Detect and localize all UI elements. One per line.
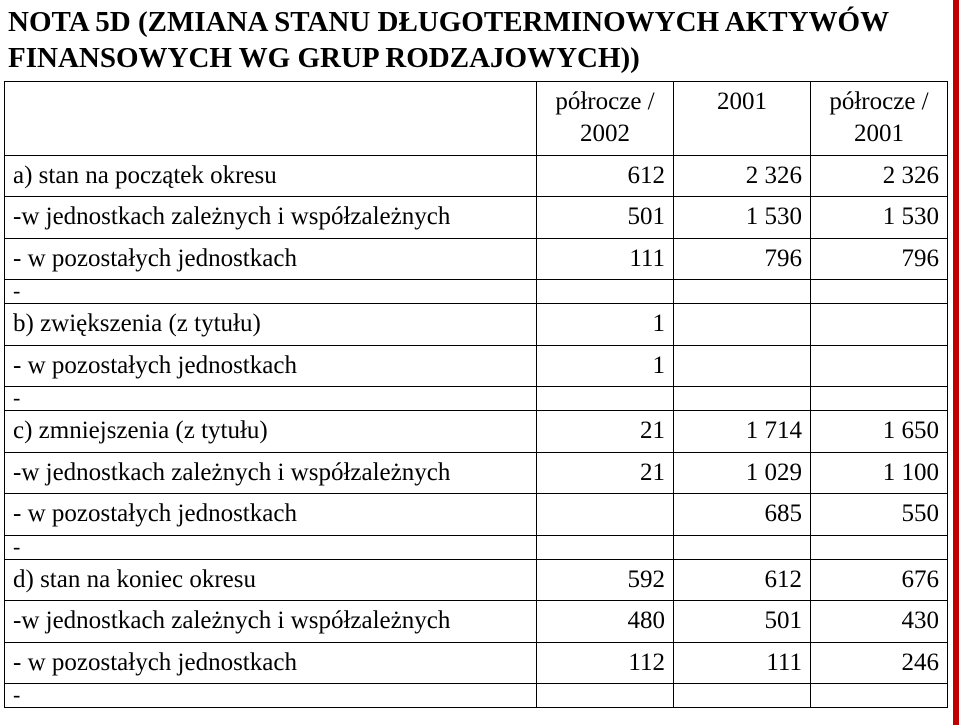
data-table: półrocze / 2002 2001 półrocze / 2001 a) … [4,81,948,709]
row-value: 1 530 [811,197,948,239]
table-row: - w pozostałych jednostkach 685550 [5,494,948,536]
row-label: - [5,684,537,708]
row-label: -w jednostkach zależnych i współzależnyc… [5,452,537,494]
row-value: 2 326 [811,155,948,197]
row-value [811,304,948,346]
row-value: 1 100 [811,452,948,494]
table-row: -w jednostkach zależnych i współzależnyc… [5,197,948,239]
row-value: 612 [674,559,811,601]
row-value: 796 [811,238,948,280]
row-value: 612 [537,155,674,197]
table-row: a) stan na początek okresu6122 3262 326 [5,155,948,197]
row-value [537,387,674,411]
row-value: 2 326 [674,155,811,197]
row-value: 592 [537,559,674,601]
row-value: 1 714 [674,411,811,453]
row-value: 550 [811,494,948,536]
row-value: 1 [537,345,674,387]
table-row: c) zmniejszenia (z tytułu)211 7141 650 [5,411,948,453]
row-label: - w pozostałych jednostkach [5,494,537,536]
row-value: 111 [537,238,674,280]
row-value: 501 [674,601,811,643]
table-row: - w pozostałych jednostkach112111246 [5,642,948,684]
row-value: 676 [811,559,948,601]
row-value [674,684,811,708]
row-value: 796 [674,238,811,280]
row-value [674,387,811,411]
row-value [674,345,811,387]
row-value [674,535,811,559]
row-label: c) zmniejszenia (z tytułu) [5,411,537,453]
header-empty [5,81,537,155]
row-value [537,535,674,559]
row-value: 480 [537,601,674,643]
row-label: - [5,535,537,559]
row-value [537,684,674,708]
header-col-3: półrocze / 2001 [811,81,948,155]
row-value: 1 029 [674,452,811,494]
row-value [811,387,948,411]
table-header-row: półrocze / 2002 2001 półrocze / 2001 [5,81,948,155]
row-value [537,280,674,304]
table-row: - [5,387,948,411]
row-value [811,280,948,304]
row-label: -w jednostkach zależnych i współzależnyc… [5,601,537,643]
row-value [674,304,811,346]
table-row: - [5,535,948,559]
row-value: 501 [537,197,674,239]
row-label: b) zwiększenia (z tytułu) [5,304,537,346]
row-value: 21 [537,452,674,494]
table-row: - w pozostałych jednostkach1 [5,345,948,387]
row-label: - w pozostałych jednostkach [5,642,537,684]
header-col-2: 2001 [674,81,811,155]
table-body: a) stan na początek okresu6122 3262 326-… [5,155,948,708]
table-row: -w jednostkach zależnych i współzależnyc… [5,452,948,494]
table-row: - w pozostałych jednostkach111796796 [5,238,948,280]
row-label: - [5,387,537,411]
row-value [811,535,948,559]
table-row: b) zwiększenia (z tytułu)1 [5,304,948,346]
row-value: 685 [674,494,811,536]
row-label: d) stan na koniec okresu [5,559,537,601]
row-label: - w pozostałych jednostkach [5,345,537,387]
row-value: 1 530 [674,197,811,239]
row-value [811,345,948,387]
row-value: 111 [674,642,811,684]
row-label: - w pozostałych jednostkach [5,238,537,280]
row-value: 246 [811,642,948,684]
header-col-1: półrocze / 2002 [537,81,674,155]
row-value: 112 [537,642,674,684]
table-row: - [5,280,948,304]
row-value: 21 [537,411,674,453]
row-value: 430 [811,601,948,643]
document-title: NOTA 5D (ZMIANA STANU DŁUGOTERMINOWYCH A… [0,0,953,81]
row-value [811,684,948,708]
table-row: d) stan na koniec okresu592612676 [5,559,948,601]
row-value [537,494,674,536]
row-value [674,280,811,304]
table-row: -w jednostkach zależnych i współzależnyc… [5,601,948,643]
row-value: 1 [537,304,674,346]
row-label: -w jednostkach zależnych i współzależnyc… [5,197,537,239]
row-label: - [5,280,537,304]
row-value: 1 650 [811,411,948,453]
document-page: NOTA 5D (ZMIANA STANU DŁUGOTERMINOWYCH A… [0,0,959,725]
row-label: a) stan na początek okresu [5,155,537,197]
table-row: - [5,684,948,708]
